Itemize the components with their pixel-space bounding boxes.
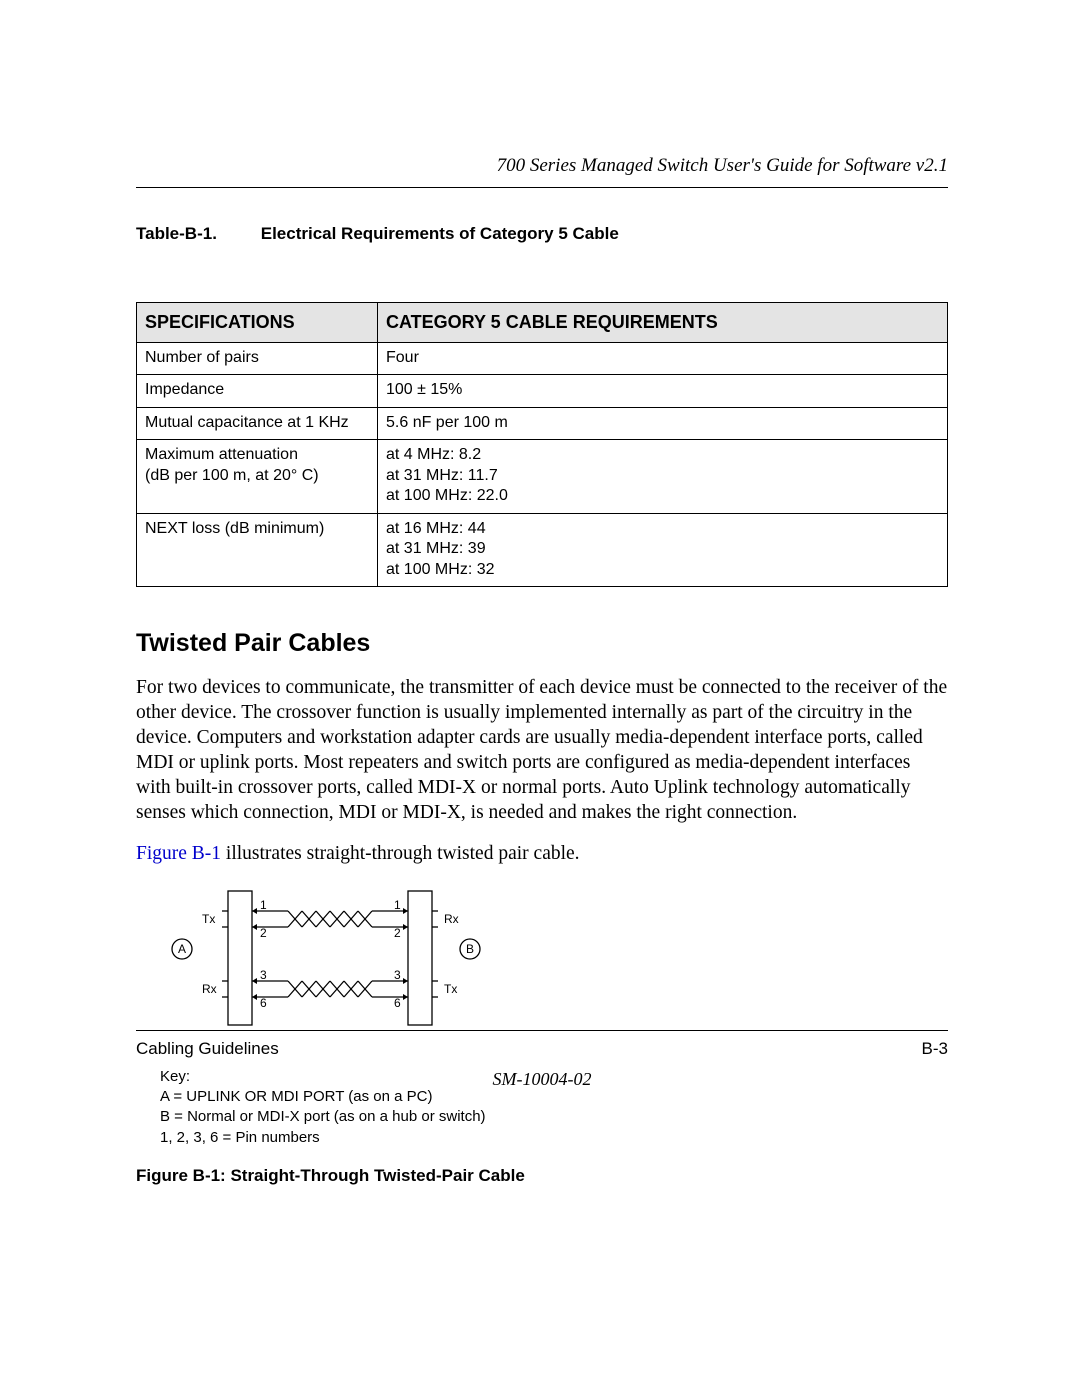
table-row: Maximum attenuation (dB per 100 m, at 20…: [137, 440, 948, 513]
svg-text:3: 3: [394, 968, 401, 982]
footer-section-name: Cabling Guidelines: [136, 1039, 279, 1059]
table-cell-spec: NEXT loss (dB minimum): [137, 513, 378, 586]
svg-text:3: 3: [260, 968, 267, 982]
figure-caption: Figure B-1: Straight-Through Twisted-Pai…: [136, 1166, 948, 1186]
table-cell-spec: Number of pairs: [137, 343, 378, 375]
svg-text:6: 6: [260, 996, 267, 1010]
svg-text:B: B: [466, 942, 474, 956]
table-row: Number of pairsFour: [137, 343, 948, 375]
svg-text:Rx: Rx: [444, 912, 459, 926]
running-head: 700 Series Managed Switch User's Guide f…: [136, 155, 948, 177]
table-cell-req: 100 ± 15%: [378, 375, 948, 407]
table-cell-req: 5.6 nF per 100 m: [378, 407, 948, 439]
footer-doc-number: SM-10004-02: [136, 1069, 948, 1090]
svg-text:1: 1: [394, 898, 401, 912]
figure-ref-tail: illustrates straight-through twisted pai…: [221, 843, 580, 864]
table-cell-spec: Impedance: [137, 375, 378, 407]
svg-text:Tx: Tx: [202, 912, 215, 926]
spec-table: SPECIFICATIONS CATEGORY 5 CABLE REQUIREM…: [136, 302, 948, 587]
table-header-row: SPECIFICATIONS CATEGORY 5 CABLE REQUIREM…: [137, 303, 948, 343]
page: 700 Series Managed Switch User's Guide f…: [0, 0, 1080, 1397]
table-caption-title: Electrical Requirements of Category 5 Ca…: [261, 224, 619, 243]
svg-text:2: 2: [260, 926, 267, 940]
figure-wrap: 1 2 1 2 Tx Rx 3 6 3 6 Rx Tx A B: [160, 883, 948, 1033]
table-caption-number: Table-B-1.: [136, 224, 256, 244]
section-paragraph: For two devices to communicate, the tran…: [136, 676, 948, 826]
table-col-header-req: CATEGORY 5 CABLE REQUIREMENTS: [378, 303, 948, 343]
footer-row: Cabling Guidelines B-3: [136, 1039, 948, 1059]
svg-text:2: 2: [394, 926, 401, 940]
svg-text:A: A: [178, 942, 186, 956]
svg-text:Rx: Rx: [202, 982, 217, 996]
svg-text:Tx: Tx: [444, 982, 457, 996]
twisted-pair-diagram: 1 2 1 2 Tx Rx 3 6 3 6 Rx Tx A B: [160, 883, 500, 1033]
table-col-header-spec: SPECIFICATIONS: [137, 303, 378, 343]
footer-rule: [136, 1030, 948, 1031]
key-line: 1, 2, 3, 6 = Pin numbers: [160, 1128, 948, 1148]
key-line: B = Normal or MDI-X port (as on a hub or…: [160, 1107, 948, 1127]
header-rule: [136, 187, 948, 188]
footer-page-number: B-3: [922, 1039, 948, 1059]
section-heading: Twisted Pair Cables: [136, 629, 948, 658]
page-footer: Cabling Guidelines B-3 SM-10004-02: [136, 1030, 948, 1090]
table-cell-req: Four: [378, 343, 948, 375]
key-line: A = UPLINK OR MDI PORT (as on a PC): [160, 1087, 948, 1107]
svg-text:1: 1: [260, 898, 267, 912]
table-row: Mutual capacitance at 1 KHz5.6 nF per 10…: [137, 407, 948, 439]
svg-text:6: 6: [394, 996, 401, 1010]
table-caption: Table-B-1. Electrical Requirements of Ca…: [136, 224, 948, 244]
table-cell-req: at 16 MHz: 44 at 31 MHz: 39 at 100 MHz: …: [378, 513, 948, 586]
figure-ref-link[interactable]: Figure B-1: [136, 843, 221, 864]
table-row: NEXT loss (dB minimum)at 16 MHz: 44 at 3…: [137, 513, 948, 586]
table-cell-spec: Maximum attenuation (dB per 100 m, at 20…: [137, 440, 378, 513]
figure-ref-paragraph: Figure B-1 illustrates straight-through …: [136, 842, 948, 867]
table-row: Impedance100 ± 15%: [137, 375, 948, 407]
table-cell-req: at 4 MHz: 8.2 at 31 MHz: 11.7 at 100 MHz…: [378, 440, 948, 513]
table-cell-spec: Mutual capacitance at 1 KHz: [137, 407, 378, 439]
